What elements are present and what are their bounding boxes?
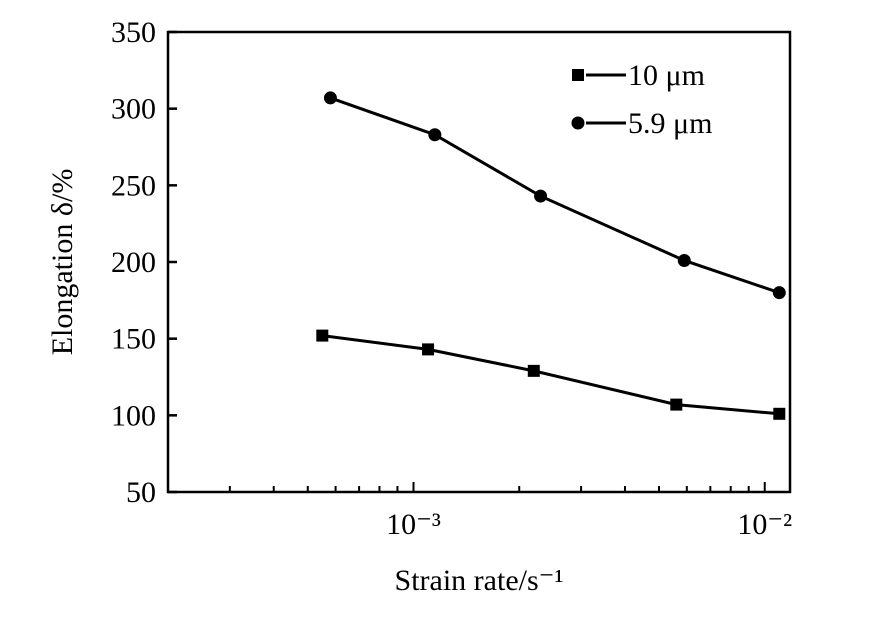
square-marker: [316, 329, 329, 342]
y-tick-label: 50: [126, 476, 156, 509]
y-tick-label: 150: [111, 323, 156, 356]
legend-label: 10 μm: [628, 59, 705, 92]
legend: 10 μm 5.9 μm: [571, 59, 712, 140]
square-marker: [773, 407, 786, 420]
x-axis-title: Strain rate/s⁻¹: [395, 564, 564, 597]
series-line: [322, 334, 780, 416]
series-1: [316, 329, 786, 420]
y-tick-label: 200: [111, 246, 156, 279]
circle-marker: [571, 116, 585, 130]
circle-marker: [534, 189, 548, 203]
y-tick-label: 300: [111, 93, 156, 126]
x-tick-label: 10⁻³: [386, 508, 441, 541]
square-marker: [527, 364, 540, 377]
legend-label: 5.9 μm: [628, 107, 712, 140]
y-tick-label: 250: [111, 169, 156, 202]
y-axis: 50 100 150 200 250 300 350: [111, 16, 177, 509]
x-tick-label: 10⁻²: [737, 508, 792, 541]
y-tick-label: 100: [111, 399, 156, 432]
x-axis: 10⁻³ 10⁻²: [167, 482, 792, 541]
square-marker: [572, 69, 584, 81]
circle-marker: [428, 128, 442, 142]
square-marker: [670, 398, 683, 411]
circle-marker: [323, 91, 337, 105]
square-marker: [422, 343, 435, 356]
circle-marker: [772, 286, 786, 300]
series-2: [323, 91, 786, 300]
plot-frame: [166, 30, 792, 494]
circle-marker: [677, 253, 691, 267]
series-layer: [316, 91, 786, 420]
y-axis-title: Elongation δ/%: [46, 169, 79, 356]
y-tick-label: 350: [111, 16, 156, 49]
